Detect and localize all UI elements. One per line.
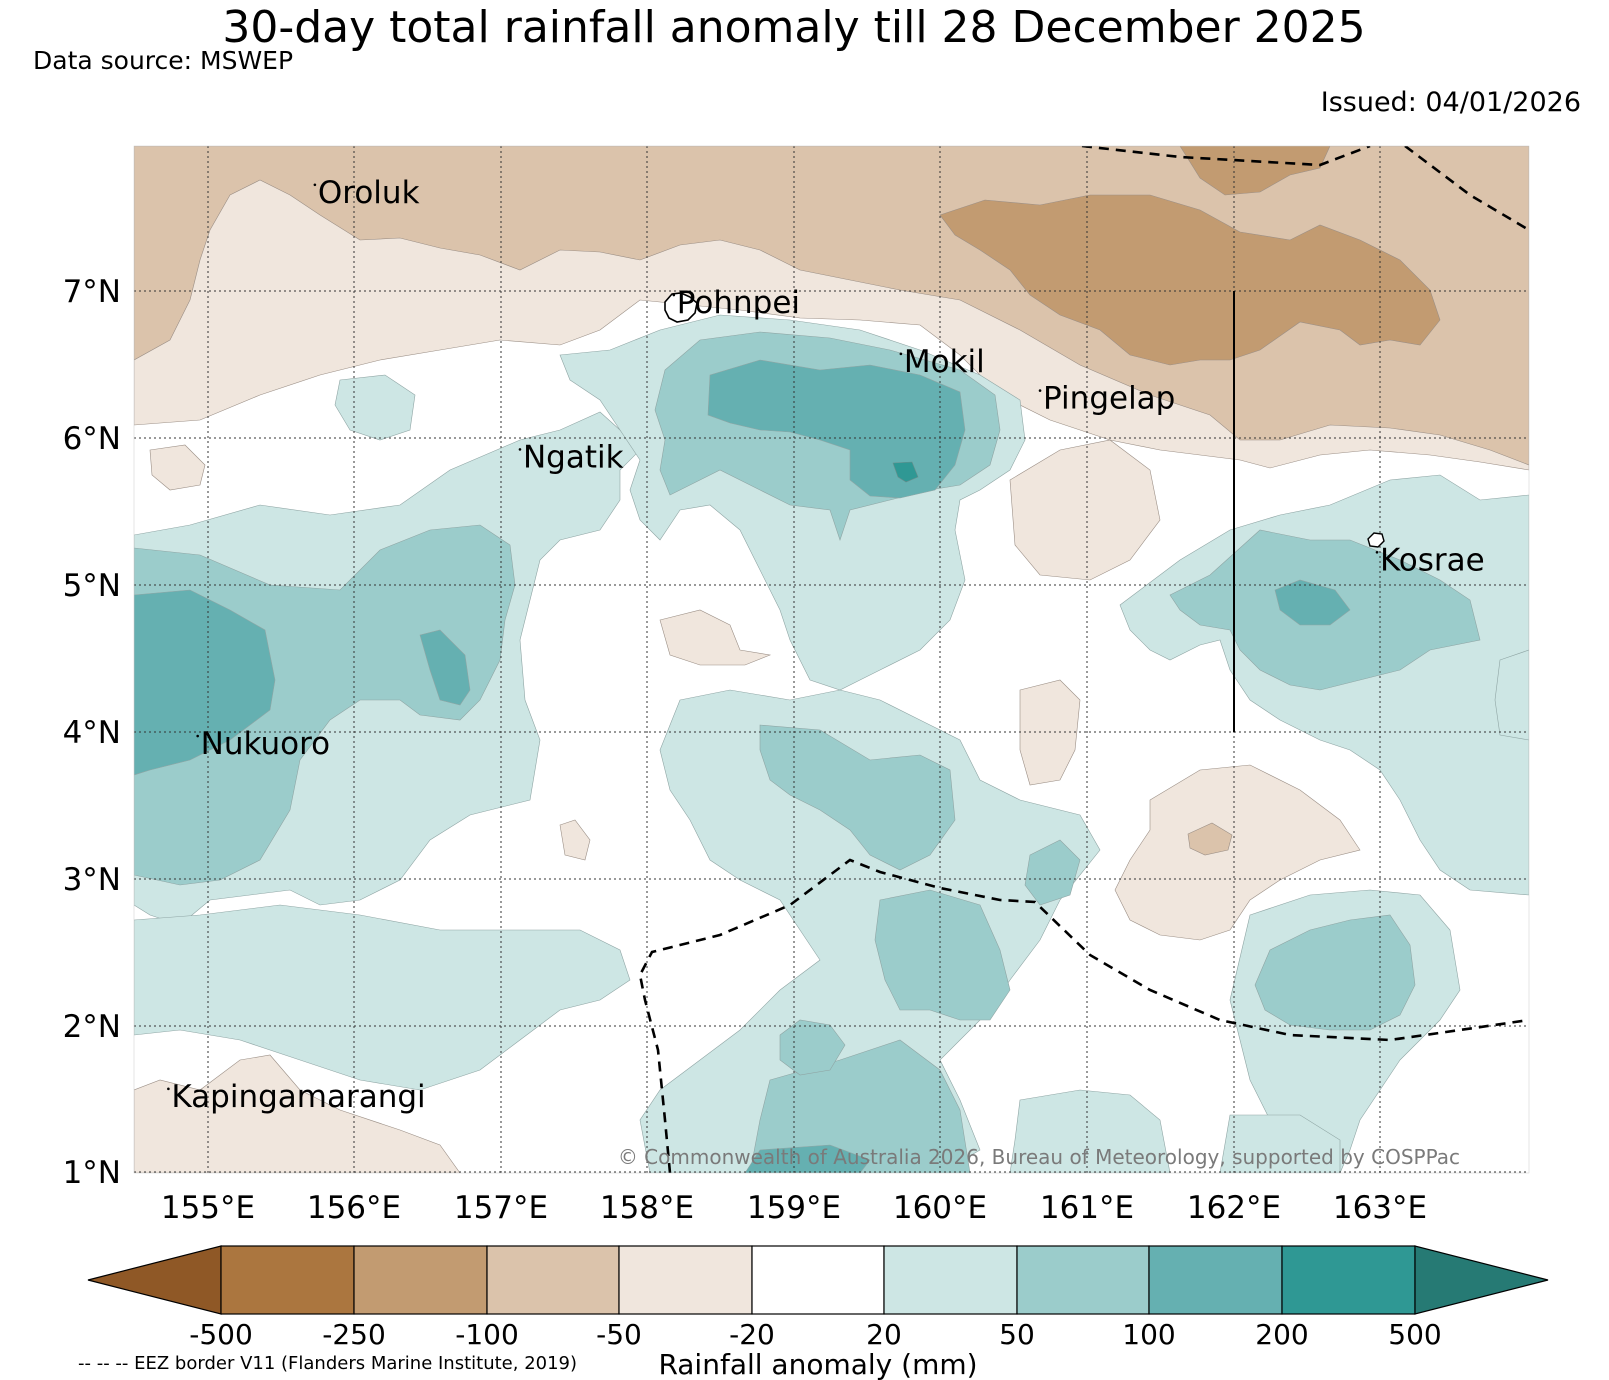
- wet-zone-moderate: [779, 1019, 846, 1076]
- colorbar-extend-high: [1414, 1245, 1549, 1315]
- dry-patch: [134, 1054, 461, 1173]
- lon-tick-label: 162°E: [1187, 1190, 1281, 1226]
- place-marker: [1038, 389, 1042, 392]
- latitude-axis: 7°N 6°N 5°N 4°N 3°N 2°N 1°N: [63, 274, 121, 1191]
- wet-zone-light: [334, 374, 416, 441]
- dry-patch-moderate: [1187, 822, 1233, 856]
- wet-zone-strong: [744, 1144, 871, 1173]
- colorbar-tick-label: -250: [322, 1318, 386, 1351]
- colorbar-segment: [883, 1245, 1018, 1315]
- dry-patch: [1009, 439, 1161, 581]
- wet-zone-moderate: [1254, 914, 1416, 1031]
- colorbar-segment: [1148, 1245, 1283, 1315]
- wet-zone-very-strong: [892, 461, 919, 483]
- lon-tick-label: 159°E: [747, 1190, 841, 1226]
- wet-zone-strong: [419, 629, 471, 706]
- pohnpei-island-icon: [664, 292, 698, 323]
- colorbar-tick-label: -100: [455, 1318, 519, 1351]
- colorbar: -500 -250 -100 -50 -20 20 50 100 200 500…: [87, 1245, 1549, 1380]
- lon-tick-label: 155°E: [161, 1190, 255, 1226]
- lon-tick-label: 161°E: [1040, 1190, 1134, 1226]
- lon-tick-label: 158°E: [600, 1190, 694, 1226]
- place-label: Kosrae: [1380, 542, 1485, 578]
- wet-zone-light: [1219, 1114, 1341, 1173]
- dry-patch: [559, 819, 591, 861]
- lon-tick-label: 163°E: [1333, 1190, 1427, 1226]
- dry-patch: [659, 609, 772, 666]
- colorbar-tick-label: 20: [866, 1318, 902, 1351]
- colorbar-tick-label: -20: [729, 1318, 775, 1351]
- colorbar-tick-label: -50: [596, 1318, 642, 1351]
- colorbar-tick-label: 50: [999, 1318, 1035, 1351]
- colorbar-segment: [1281, 1245, 1416, 1315]
- colorbar-title: Rainfall anomaly (mm): [658, 1348, 977, 1380]
- lat-tick-label: 5°N: [63, 568, 121, 604]
- colorbar-extend-low: [87, 1245, 222, 1315]
- place-marker: [1375, 551, 1379, 554]
- lat-tick-label: 1°N: [63, 1155, 121, 1191]
- copyright-notice: © Commonwealth of Australia 2026, Bureau…: [618, 1145, 1460, 1169]
- lon-tick-label: 156°E: [307, 1190, 401, 1226]
- colorbar-segment: [618, 1245, 753, 1315]
- colorbar-segment: [751, 1245, 885, 1315]
- lon-tick-label: 157°E: [454, 1190, 548, 1226]
- place-marker: [196, 734, 199, 738]
- place-label: Pingelap: [1043, 381, 1175, 417]
- place-marker: [313, 183, 317, 187]
- wet-zone-light: [1009, 1089, 1171, 1173]
- wet-zone-moderate: [759, 724, 956, 871]
- place-marker: [518, 448, 522, 451]
- lat-tick-label: 6°N: [63, 421, 121, 457]
- map-frame: [133, 145, 1530, 1174]
- colorbar-segment: [1016, 1245, 1150, 1315]
- colorbar-tick-label: 200: [1255, 1318, 1308, 1351]
- issued-date: Issued: 04/01/2026: [1321, 87, 1581, 118]
- place-marker: [672, 293, 676, 297]
- lat-tick-label: 2°N: [63, 1009, 121, 1045]
- wet-zone-light: [1494, 649, 1529, 741]
- longitude-axis: 155°E 156°E 157°E 158°E 159°E 160°E 161°…: [161, 1190, 1427, 1226]
- place-label: Kapingamarangi: [171, 1079, 425, 1115]
- wet-zone-light: [639, 689, 1101, 1173]
- place-label: Nukuoro: [201, 726, 330, 762]
- colorbar-tick-label: 100: [1122, 1318, 1175, 1351]
- wet-zone-moderate: [1024, 839, 1081, 906]
- place-labels: Oroluk Pohnpei Mokil Pingelap Ngatik Kosrae Nu…: [167, 175, 1485, 1115]
- lat-tick-label: 3°N: [63, 862, 121, 898]
- place-label: Pohnpei: [677, 285, 800, 321]
- lat-tick-label: 7°N: [63, 274, 121, 310]
- wet-zone-strong: [134, 589, 276, 776]
- colorbar-segment: [353, 1245, 488, 1315]
- wet-zone-moderate: [874, 889, 1011, 1021]
- map-title: 30-day total rainfall anomaly till 28 De…: [222, 2, 1365, 53]
- eez-border: [638, 146, 1529, 1173]
- place-label: Oroluk: [318, 175, 420, 211]
- place-marker: [167, 1087, 170, 1091]
- place-label: Mokil: [904, 344, 985, 380]
- dry-zone-strong: [939, 194, 1441, 366]
- map-panel: Oroluk Pohnpei Mokil Pingelap Ngatik Kosrae Nu…: [134, 146, 1529, 1173]
- colorbar-tick-label: -500: [189, 1318, 253, 1351]
- place-marker: [899, 352, 903, 356]
- colorbar-tick-label: 500: [1388, 1318, 1441, 1351]
- wet-zone-light: [134, 904, 631, 1091]
- kosrae-island-icon: [1367, 532, 1385, 548]
- dry-patch: [1114, 764, 1361, 941]
- colorbar-segment: [486, 1245, 620, 1315]
- place-label: Ngatik: [523, 439, 624, 475]
- data-source-label: Data source: MSWEP: [33, 46, 293, 75]
- lon-tick-label: 160°E: [893, 1190, 987, 1226]
- lat-tick-label: 4°N: [63, 715, 121, 751]
- colorbar-segment: [220, 1245, 355, 1315]
- eez-border-note: -- -- -- EEZ border V11 (Flanders Marine…: [78, 1353, 577, 1374]
- wet-zone-strong: [1274, 579, 1351, 626]
- dry-patch: [149, 444, 206, 491]
